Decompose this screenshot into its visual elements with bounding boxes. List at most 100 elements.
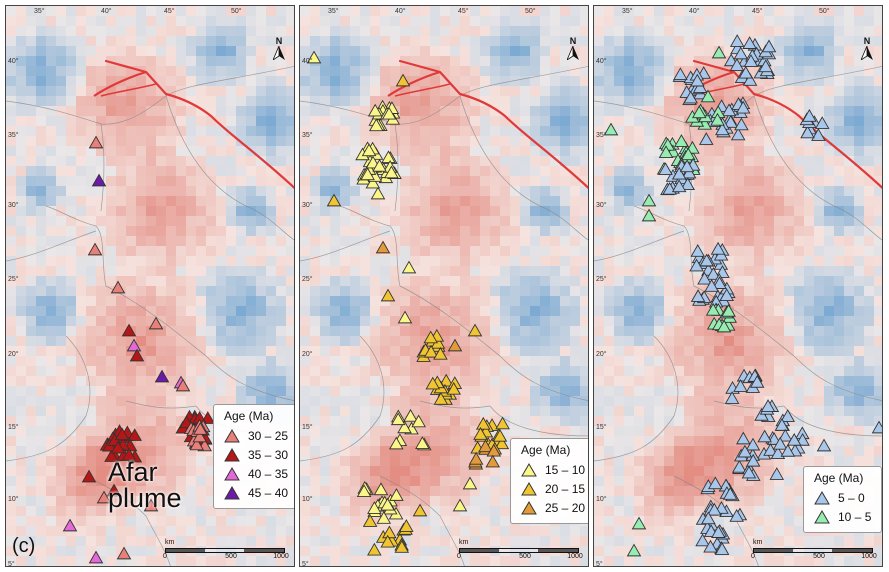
legend-label: 35 – 30 [248, 447, 289, 462]
volcanic-site-triangle [114, 427, 130, 441]
volcanic-sites [603, 34, 882, 557]
legend-item: 25 – 20 [521, 498, 585, 517]
volcanic-site-triangle [780, 443, 796, 457]
volcanic-site-triangle [401, 260, 417, 274]
volcanic-site-triangle [399, 519, 414, 532]
lat-tick: 25° [8, 276, 19, 283]
volcanic-site-triangle [116, 546, 132, 560]
volcanic-site-triangle [641, 193, 657, 207]
volcanic-site-triangle [714, 542, 730, 555]
volcanic-site-triangle [729, 34, 745, 47]
legend-item: 45 – 40 [224, 483, 288, 502]
volcanic-site-triangle [381, 106, 397, 120]
lat-tick: 5° [8, 561, 15, 567]
volcanic-site-triangle [403, 408, 418, 422]
volcanic-site-triangle [367, 103, 383, 117]
volcanic-site-triangle [772, 436, 788, 450]
lat-tick: 20° [8, 351, 19, 358]
north-label: N [275, 36, 283, 46]
volcanic-site-triangle [367, 542, 382, 556]
volcanic-site-triangle [680, 177, 695, 191]
volcanic-site-triangle [423, 344, 439, 358]
volcanic-site-triangle [306, 50, 322, 64]
north-arrow-icon: N [272, 36, 286, 62]
legend-label: 45 – 40 [248, 485, 289, 500]
lat-tick: 40° [596, 58, 607, 65]
volcanic-site-triangle [700, 89, 716, 103]
triangle-icon [224, 485, 240, 499]
legend-label: 25 – 20 [545, 500, 586, 515]
volcanic-site-triangle [742, 73, 758, 86]
volcanic-site-triangle [370, 186, 386, 200]
legend-item: 15 – 10 [521, 460, 585, 479]
fault-line [93, 59, 294, 189]
volcanic-site-triangle [774, 418, 790, 431]
volcanic-site-triangle [816, 438, 832, 452]
scale-label: 500 [225, 553, 237, 560]
legend-label: 10 – 5 [838, 509, 872, 524]
scale-bar: km 0 500 1000 [163, 539, 289, 562]
volcanic-site-triangle [871, 420, 882, 434]
lon-tick: 45° [164, 8, 175, 15]
volcanic-site-triangle [390, 412, 406, 426]
legend-title: Age (Ma) [521, 443, 571, 457]
scale-bar: km 0 500 1000 [751, 539, 877, 562]
legend-item: 5 – 0 [814, 488, 871, 507]
volcanic-site-triangle [175, 378, 191, 392]
lon-tick: 50° [231, 8, 242, 15]
volcanic-site-triangle [708, 476, 723, 490]
legend-label: 40 – 35 [248, 466, 289, 481]
volcanic-site-triangle [735, 100, 751, 114]
volcanic-site-triangle [641, 208, 657, 222]
volcanic-site-triangle [721, 103, 737, 117]
volcanic-site-triangle [192, 429, 207, 443]
volcanic-site-triangle [380, 497, 395, 511]
age-legend: Age (Ma) 30 – 25 35 – 30 40 – 35 45 – 40 [213, 404, 294, 509]
volcanic-site-triangle [468, 451, 484, 465]
volcanic-site-triangle [695, 533, 710, 547]
volcanic-sites [62, 135, 216, 564]
volcanic-site-triangle [749, 374, 765, 388]
lat-tick: 30° [302, 202, 313, 209]
volcanic-site-triangle [381, 150, 396, 164]
volcanic-site-triangle [129, 348, 145, 362]
volcanic-site-triangle [692, 80, 708, 93]
lat-tick: 10° [302, 496, 313, 503]
volcanic-site-triangle [121, 323, 137, 337]
volcanic-site-triangle [712, 276, 727, 289]
legend-label: 15 – 10 [545, 462, 586, 477]
volcanic-site-triangle [412, 503, 428, 517]
volcanic-site-triangle [769, 467, 785, 480]
volcanic-site-triangle [96, 490, 112, 504]
volcanic-site-triangle [721, 303, 736, 317]
volcanic-site-triangle [154, 369, 170, 383]
volcanic-site-triangle [88, 135, 104, 149]
tomography-grid [594, 6, 882, 566]
volcanic-site-triangle [814, 116, 830, 129]
volcanic-sites [306, 50, 510, 556]
age-legend: Age (Ma) 15 – 10 20 – 15 25 – 20 [510, 438, 588, 524]
volcanic-site-triangle [671, 179, 687, 193]
scale-unit: km [459, 539, 469, 546]
legend-label: 5 – 0 [838, 490, 865, 505]
lat-tick: 25° [302, 276, 313, 283]
volcanic-site-triangle [189, 437, 205, 451]
volcanic-site-triangle [143, 498, 159, 512]
volcanic-site-triangle [397, 420, 412, 434]
volcanic-site-triangle [737, 444, 753, 458]
volcanic-site-triangle [699, 253, 714, 267]
triangle-icon [814, 490, 830, 504]
volcanic-site-triangle [761, 39, 777, 53]
volcanic-site-triangle [658, 145, 674, 158]
map-panel-0-10-ma: 35° 40° 45° 50° 40° 35° 30° 25° 20° 15° … [593, 5, 883, 567]
north-label: N [863, 36, 871, 46]
volcanic-site-triangle [193, 422, 208, 435]
volcanic-site-triangle [485, 454, 501, 468]
annotation-line: Afar [108, 457, 158, 487]
volcanic-site-triangle [711, 525, 726, 538]
lon-tick: 35° [328, 8, 339, 15]
volcanic-site-triangle [729, 509, 744, 522]
volcanic-site-triangle [732, 459, 747, 473]
scale-label: 0 [457, 553, 461, 560]
volcanic-site-triangle [757, 429, 772, 443]
